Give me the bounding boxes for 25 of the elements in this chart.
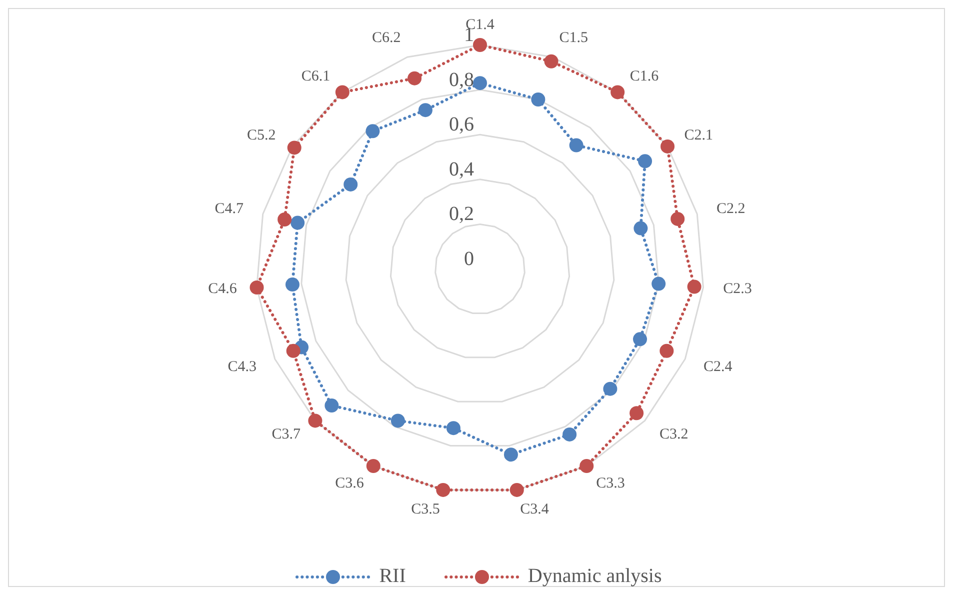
spoke-label: C3.5 [411, 502, 440, 518]
spoke-label: C1.5 [559, 30, 588, 46]
legend-label: RII [379, 565, 406, 588]
spoke-label: C2.2 [716, 201, 746, 218]
spoke-label: C3.3 [596, 476, 625, 492]
spoke-label: C4.7 [214, 201, 244, 218]
y-tick-label: 0,6 [449, 114, 474, 136]
spoke-label: C6.1 [301, 68, 330, 84]
y-tick-label: 0,4 [449, 158, 474, 180]
spoke-label: C3.6 [335, 476, 364, 492]
spoke-label: C2.1 [684, 128, 714, 144]
y-tick-label: 0,8 [449, 68, 474, 91]
spoke-label: C3.4 [520, 502, 550, 518]
spoke-label: C2.3 [723, 281, 752, 298]
spoke-label: C3.2 [660, 426, 688, 442]
y-tick-label: 0 [464, 248, 474, 270]
spoke-label: C5.2 [246, 128, 276, 144]
spoke-label: C4.6 [208, 281, 238, 298]
spoke-label: C6.2 [372, 30, 401, 46]
spoke-label: C1.6 [630, 68, 660, 84]
legend-label: Dynamic anlysis [528, 565, 662, 588]
y-tick-label: 0,2 [449, 203, 474, 226]
spoke-label: C4.3 [228, 359, 257, 376]
spoke-label: C2.4 [703, 359, 733, 376]
spoke-label: C3.7 [272, 426, 301, 442]
